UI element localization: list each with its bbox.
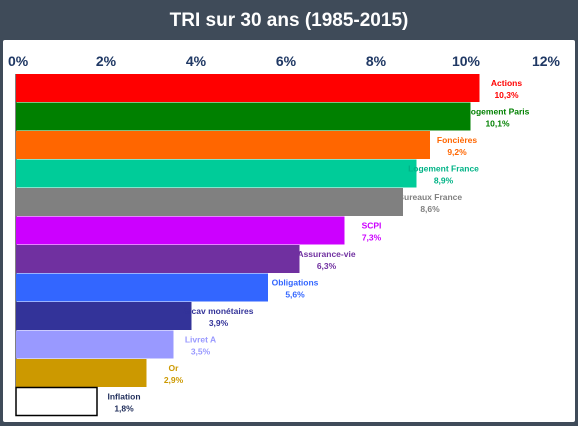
bar-category-label: Actions: [491, 78, 522, 88]
bar: [16, 188, 403, 216]
x-tick-label: 10%: [452, 53, 481, 69]
bar-category-label: Or: [169, 363, 180, 373]
bar-value-label: 1,8%: [114, 404, 134, 414]
bar-value-label: 9,2%: [447, 147, 467, 157]
bar-category-label: Obligations: [272, 278, 319, 288]
bar: [16, 102, 471, 131]
bar-category-label: SCPI: [362, 221, 382, 231]
x-tick-label: 12%: [532, 53, 561, 69]
bar-category-label: Livret A: [185, 335, 216, 345]
bar-value-label: 8,9%: [434, 176, 454, 186]
bar-category-label: Foncières: [437, 135, 477, 145]
x-tick-label: 4%: [186, 53, 207, 69]
bar-value-label: 8,6%: [420, 204, 440, 214]
bar: [16, 74, 480, 102]
x-tick-label: 2%: [96, 53, 117, 69]
bar-value-label: 3,9%: [209, 318, 229, 328]
bar-value-label: 6,3%: [317, 261, 337, 271]
bar-value-label: 10,1%: [485, 119, 510, 129]
bar-category-label: Sicav monétaires: [184, 306, 254, 316]
x-axis-ticks: 0% 2% 4% 6% 8% 10% 12%: [8, 53, 561, 69]
bar: [16, 302, 192, 330]
bar-category-label: Inflation: [107, 392, 140, 402]
bar-value-label: 3,5%: [191, 347, 211, 357]
bar-category-label: Logement France: [408, 164, 479, 174]
bar: [16, 245, 300, 273]
bar-value-label: 2,9%: [164, 375, 184, 385]
bar: [16, 359, 147, 387]
x-tick-label: 0%: [8, 53, 29, 69]
bars: Actions 10,3% Logement Paris 10,1% Foncières…: [15, 74, 530, 417]
bar: [16, 273, 268, 302]
x-tick-label: 8%: [366, 53, 387, 69]
bar-value-label: 7,3%: [362, 233, 382, 243]
bar-category-label: Bureaux France: [398, 192, 463, 202]
bar: [16, 131, 430, 159]
x-tick-label: 6%: [276, 53, 297, 69]
bar: [16, 159, 417, 188]
bar: [16, 330, 174, 359]
bar-category-label: Logement Paris: [466, 107, 530, 117]
bar: [16, 216, 345, 245]
bar-value-label: 10,3%: [494, 90, 519, 100]
bar-value-label: 5,6%: [285, 290, 305, 300]
chart-title: TRI sur 30 ans (1985-2015): [169, 10, 409, 31]
bar: [15, 386, 98, 417]
bar-category-label: Assurance-vie: [297, 249, 355, 259]
